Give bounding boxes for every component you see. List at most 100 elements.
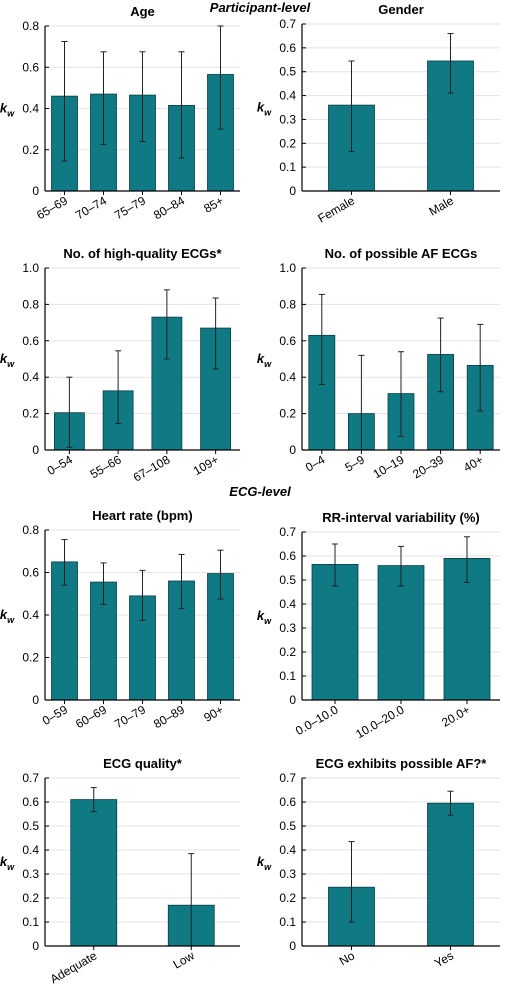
x-tick-label: 70–74 [73,193,109,222]
y-axis-label: kw [257,608,272,626]
section-title-ecg: ECG-level [229,484,291,499]
chart-title: Age [130,4,155,19]
y-tick-label: 0.6 [22,566,39,580]
chart-title: RR-interval variability (%) [322,510,480,525]
x-tick-label: 20.0+ [439,702,472,729]
chart-title: ECG exhibits possible AF?* [316,756,488,771]
chart-title: ECG quality* [103,756,183,771]
x-tick-label: 70–79 [112,702,148,731]
chart-heart-rate: 0 0.2 0.4 0.6 0.8 0–59 60–69 70–79 80–89 90+ Heart… [0,508,240,731]
y-tick-label: 0 [289,184,296,198]
y-tick-label: 0.3 [22,867,39,881]
chart-ecg-possible-af: 0 0.1 0.2 0.3 0.4 0.5 0.6 0.7 No Yes ECG exhibits … [257,756,500,970]
y-tick-label: 0 [289,693,296,707]
y-tick-label: 0.4 [279,597,296,611]
y-tick-label: 0.4 [22,843,39,857]
y-tick-label: 0.2 [22,407,39,421]
y-tick-label: 0.5 [279,573,296,587]
y-tick-label: 0.2 [279,136,296,150]
section-title-participant: Participant-level [209,0,311,15]
x-tick-label: 0–54 [45,452,75,478]
y-tick-label: 0.7 [279,771,296,785]
y-tick-label: 0 [32,693,39,707]
y-tick-label: 0 [32,939,39,953]
y-tick-label: 0.2 [279,645,296,659]
y-axis-label: kw [0,854,15,872]
y-tick-label: 0.4 [22,102,39,116]
chart-title: No. of possible AF ECGs [325,246,478,261]
y-tick-label: 1.0 [279,261,296,275]
y-tick-label: 0.8 [22,523,39,537]
y-tick-label: 0 [32,184,39,198]
y-tick-label: 0.6 [279,549,296,563]
x-tick-label: 90+ [201,702,226,724]
y-tick-label: 0 [289,939,296,953]
chart-age: 0 0.2 0.4 0.6 0.8 65–69 70–74 75–79 80–84 85+ Age k… [0,4,240,222]
chart-title: Gender [378,2,424,17]
y-tick-label: 0.1 [279,669,296,683]
x-tick-label: 85+ [201,193,226,215]
y-tick-label: 0.6 [279,795,296,809]
y-axis-label: kw [257,351,272,369]
bar [311,564,359,701]
x-tick-label: 60–69 [73,702,109,731]
y-tick-label: 0 [32,443,39,457]
y-tick-label: 0.2 [22,891,39,905]
y-tick-label: 0.3 [279,112,296,126]
x-tick-label: Low [171,948,197,971]
y-tick-label: 0.7 [22,771,39,785]
y-tick-label: 0 [289,443,296,457]
chart-title: No. of high-quality ECGs* [63,246,222,261]
chart-ecg-quality: 0 0.1 0.2 0.3 0.4 0.5 0.6 0.7 Adequate Low ECG qua… [0,756,240,986]
y-tick-label: 1.0 [22,261,39,275]
x-tick-label: 109+ [191,452,221,478]
x-tick-label: 75–79 [112,193,148,222]
y-tick-label: 0.8 [22,297,39,311]
x-tick-label: Female [315,193,357,225]
y-tick-label: 0.4 [22,608,39,622]
x-tick-label: 0.0–10.0 [293,702,341,738]
y-tick-label: 0.2 [279,407,296,421]
chart-title: Heart rate (bpm) [92,508,192,523]
chart-rr-variability: 0 0.1 0.2 0.3 0.4 0.5 0.6 0.7 0.0–10.0 10.0–20.0 2… [257,510,500,741]
x-tick-label: 0–4 [303,452,328,474]
y-tick-label: 0.6 [22,795,39,809]
x-tick-label: 10.0–20.0 [353,702,407,741]
x-tick-label: 80–84 [151,193,187,222]
y-tick-label: 0.6 [22,334,39,348]
bar [70,799,118,947]
x-tick-label: 40+ [461,452,486,474]
y-tick-label: 0.8 [22,19,39,33]
chart-gender: 0 0.1 0.2 0.3 0.4 0.5 0.6 0.7 Female Male Gender kw [257,2,500,226]
y-tick-label: 0.3 [279,867,296,881]
y-axis-label: kw [257,854,272,872]
x-tick-label: 67–108 [131,452,173,484]
x-tick-label: 80–89 [151,702,187,731]
y-tick-label: 0.4 [279,370,296,384]
y-tick-label: 0.2 [22,143,39,157]
y-tick-label: 0.6 [279,41,296,55]
y-tick-label: 0.4 [279,89,296,103]
y-tick-label: 0.5 [279,65,296,79]
y-axis-label: kw [257,100,272,118]
y-tick-label: 0.1 [279,915,296,929]
y-axis-label: kw [0,101,15,119]
y-tick-label: 0.4 [279,843,296,857]
y-tick-label: 0.4 [22,370,39,384]
y-tick-label: 0.6 [279,334,296,348]
bar [427,802,474,947]
x-tick-label: 10–19 [371,452,407,481]
y-axis-label: kw [0,607,15,625]
y-tick-label: 0.7 [279,17,296,31]
x-tick-label: No [337,948,358,968]
chart-high-quality-ecgs: 0 0.2 0.4 0.6 0.8 1.0 0–54 55–66 67–108 109+ No. o… [0,246,240,485]
y-tick-label: 0.1 [22,915,39,929]
y-tick-label: 0.5 [22,819,39,833]
y-tick-label: 0.3 [279,621,296,635]
y-tick-label: 0.2 [279,891,296,905]
x-tick-label: 55–66 [88,452,124,481]
x-tick-label: 65–69 [34,193,70,222]
x-tick-label: 20–39 [410,452,446,481]
y-tick-label: 0.6 [22,60,39,74]
x-tick-label: 0–59 [40,702,70,728]
